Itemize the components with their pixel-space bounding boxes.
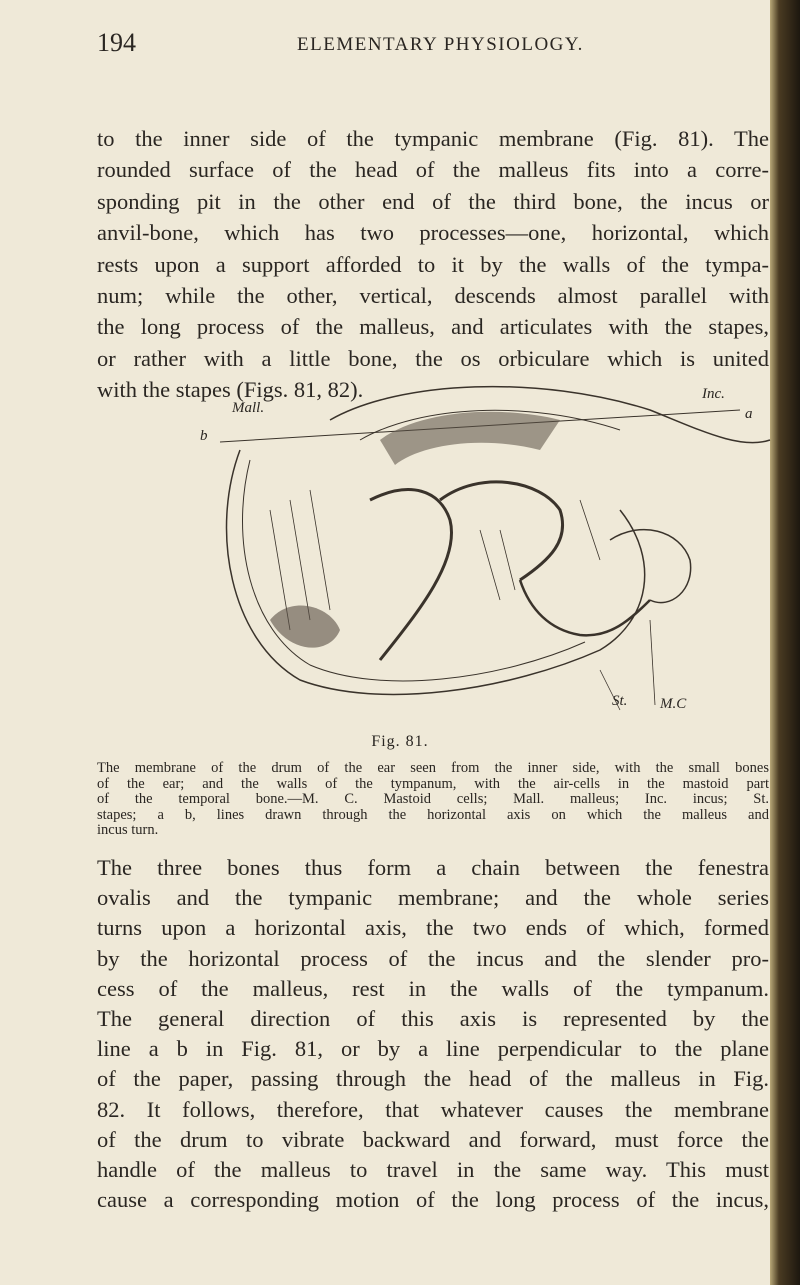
text-line: turns upon a horizontal axis, the two en… <box>97 915 769 941</box>
text-line: or rather with a little bone, the os orb… <box>97 345 769 371</box>
text-line: line a b in Fig. 81, or by a line perpen… <box>97 1036 769 1062</box>
figure-label: b <box>200 428 208 444</box>
text-line: num; while the other, vertical, descends… <box>97 283 769 308</box>
text-line: handle of the malleus to travel in the s… <box>97 1157 769 1182</box>
page-number: 194 <box>97 28 136 57</box>
text-line: sponding pit in the other end of the thi… <box>97 188 769 214</box>
text-line: The general direction of this axis is re… <box>97 1006 769 1031</box>
text-line: by the horizontal process of the incus a… <box>97 945 769 971</box>
text-line: anvil-bone, which has two processes—one,… <box>97 220 769 246</box>
caption-line: The membrane of the drum of the ear seen… <box>97 760 769 776</box>
figure-label: M.C <box>659 696 687 712</box>
text-line: rests upon a support afforded to it by t… <box>97 251 769 277</box>
text-line: 82. It follows, therefore, that whatever… <box>97 1096 769 1122</box>
caption-line: of the ear; and the walls of the tympanu… <box>97 775 769 792</box>
figure-label: a <box>745 406 753 422</box>
figure-label: St. <box>612 693 627 709</box>
running-title: ELEMENTARY PHYSIOLOGY. <box>297 34 584 55</box>
figure-label: Mall. <box>231 400 264 416</box>
book-binding <box>770 0 800 1285</box>
caption-line: incus turn. <box>97 822 159 838</box>
text-line: cause a corresponding motion of the long… <box>97 1187 769 1213</box>
text-line: with the stapes (Figs. 81, 82). <box>97 377 364 403</box>
figure-label: Inc. <box>701 386 725 402</box>
figure-number: Fig. 81. <box>371 733 429 750</box>
text-line: rounded surface of the head of the malle… <box>97 157 769 183</box>
caption-line: stapes; a b, lines drawn through the hor… <box>97 806 769 823</box>
text-line: of the drum to vibrate backward and forw… <box>97 1126 769 1152</box>
text-line: the long process of the malleus, and art… <box>97 314 769 340</box>
text-line: of the paper, passing through the head o… <box>97 1066 769 1092</box>
text-line: ovalis and the tympanic membrane; and th… <box>97 885 769 911</box>
text-line: to the inner side of the tympanic membra… <box>97 126 769 151</box>
figure: Mall. Inc. a b St. M.C <box>200 385 771 712</box>
text-line: cess of the malleus, rest in the walls o… <box>97 975 769 1001</box>
caption-line: of the temporal bone.—M. C. Mastoid cell… <box>97 791 769 807</box>
text-line: The three bones thus form a chain betwee… <box>97 855 769 880</box>
